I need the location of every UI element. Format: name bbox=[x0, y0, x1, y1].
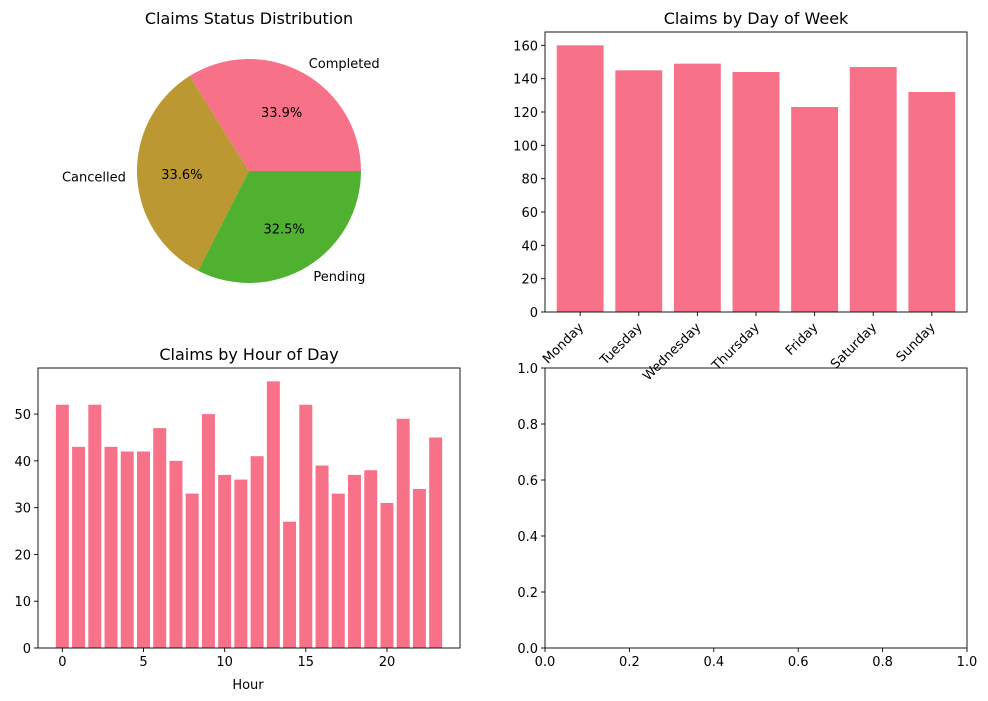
hour-bar-13 bbox=[266, 381, 280, 648]
pie-chart-panel: Claims Status Distribution 33.9% Complete… bbox=[62, 9, 380, 285]
hour-bar-18 bbox=[348, 474, 361, 648]
y-tick-label: 0.0 bbox=[517, 642, 538, 657]
hour-bar-5 bbox=[137, 451, 150, 648]
y-tick-label: 0.6 bbox=[517, 474, 538, 489]
pie-slice-cancelled bbox=[136, 76, 249, 271]
y-tick-label: 160 bbox=[513, 39, 538, 54]
hour-bar-0 bbox=[55, 404, 69, 648]
x-tick-label: Monday bbox=[540, 320, 587, 367]
hour-bar-21 bbox=[396, 418, 410, 648]
empty-axes-frame bbox=[544, 367, 968, 649]
y-tick-label: 100 bbox=[513, 139, 538, 154]
day-of-week-chart-panel: Claims by Day of Week 0 20 40 60 80 100 120 140… bbox=[513, 9, 968, 384]
hour-of-day-title: Claims by Hour of Day bbox=[159, 345, 338, 364]
y-tick-label: 80 bbox=[521, 173, 538, 188]
hour-bar-11 bbox=[234, 479, 248, 648]
y-tick-label: 0 bbox=[530, 306, 538, 321]
x-tick-label: 0.2 bbox=[619, 655, 640, 670]
dow-bar-saturday bbox=[849, 67, 897, 312]
pie-category-label: Pending bbox=[313, 270, 365, 285]
x-tick-label: 0.6 bbox=[788, 655, 809, 670]
y-tick-label: 0.4 bbox=[517, 530, 538, 545]
x-tick-label: 15 bbox=[298, 655, 315, 670]
x-tick-label: 0 bbox=[58, 655, 66, 670]
x-tick-label: 0.4 bbox=[703, 655, 724, 670]
hour-bar-4 bbox=[120, 451, 134, 648]
y-tick-label: 30 bbox=[14, 502, 31, 517]
hour-bar-12 bbox=[250, 456, 264, 648]
y-tick-label: 120 bbox=[513, 106, 538, 121]
y-tick-label: 0.2 bbox=[517, 586, 538, 601]
x-tick-label: 0.0 bbox=[535, 655, 556, 670]
x-tick-label: Friday bbox=[783, 320, 822, 359]
hour-bar-19 bbox=[364, 470, 378, 648]
x-tick-label: Saturday bbox=[828, 320, 880, 372]
y-tick-label: 140 bbox=[513, 73, 538, 88]
dow-bar-wednesday bbox=[673, 63, 721, 312]
hour-x-axis-label: Hour bbox=[232, 678, 264, 693]
x-tick-label: Tuesday bbox=[597, 320, 646, 369]
x-tick-label: 0.8 bbox=[872, 655, 893, 670]
pie-pct-label: 32.5% bbox=[263, 222, 304, 237]
y-tick-label: 40 bbox=[521, 239, 538, 254]
x-tick-label: Wednesday bbox=[640, 320, 704, 384]
hour-bar-15 bbox=[299, 404, 313, 648]
pie-pct-label: 33.6% bbox=[161, 168, 202, 183]
x-tick-label: 10 bbox=[216, 655, 233, 670]
x-tick-label: Sunday bbox=[894, 320, 939, 365]
y-tick-label: 40 bbox=[14, 455, 31, 470]
hour-bar-10 bbox=[218, 474, 232, 648]
hour-bar-23 bbox=[429, 437, 443, 648]
hour-bar-17 bbox=[331, 493, 345, 648]
x-tick-label: Thursday bbox=[709, 320, 763, 374]
pie-slice-pending bbox=[198, 171, 361, 283]
hour-bar-8 bbox=[185, 493, 199, 648]
hour-bar-14 bbox=[283, 521, 297, 648]
pie-pct-label: 33.9% bbox=[261, 106, 302, 121]
x-tick-label: 20 bbox=[379, 655, 396, 670]
dow-bar-monday bbox=[556, 45, 604, 312]
dow-bar-sunday bbox=[908, 92, 956, 312]
dow-bar-friday bbox=[791, 107, 839, 312]
hour-bar-6 bbox=[153, 428, 167, 648]
hour-bar-9 bbox=[201, 414, 215, 648]
y-tick-label: 20 bbox=[521, 273, 538, 288]
y-tick-label: 50 bbox=[14, 408, 31, 423]
hour-bar-7 bbox=[169, 460, 183, 648]
y-tick-label: 1.0 bbox=[517, 362, 538, 377]
pie-title: Claims Status Distribution bbox=[145, 9, 353, 28]
dow-bar-thursday bbox=[732, 72, 780, 312]
hour-bar-16 bbox=[315, 465, 329, 648]
x-tick-label: 1.0 bbox=[957, 655, 978, 670]
pie-category-label: Cancelled bbox=[62, 170, 126, 185]
hour-bar-1 bbox=[72, 446, 86, 648]
hour-bar-22 bbox=[412, 488, 426, 648]
y-tick-label: 60 bbox=[521, 206, 538, 221]
hour-of-day-chart-panel: Claims by Hour of Day 0 10 20 30 40 50 0 5 10 15 2… bbox=[14, 345, 461, 693]
y-tick-label: 0 bbox=[23, 642, 31, 657]
hour-bar-20 bbox=[380, 502, 394, 648]
day-of-week-title: Claims by Day of Week bbox=[664, 9, 849, 28]
x-tick-label: 5 bbox=[139, 655, 147, 670]
y-tick-label: 10 bbox=[14, 595, 31, 610]
dow-bar-tuesday bbox=[615, 70, 663, 312]
pie-category-label: Completed bbox=[309, 57, 380, 72]
hour-bar-3 bbox=[104, 446, 118, 648]
empty-chart-panel: 0.0 0.2 0.4 0.6 0.8 1.0 0.0 0.2 0.4 0.6 0.8 1.0 bbox=[517, 362, 977, 670]
pie-slice-completed bbox=[189, 58, 361, 171]
y-tick-label: 0.8 bbox=[517, 418, 538, 433]
hour-bar-2 bbox=[88, 404, 102, 648]
y-tick-label: 20 bbox=[14, 548, 31, 563]
